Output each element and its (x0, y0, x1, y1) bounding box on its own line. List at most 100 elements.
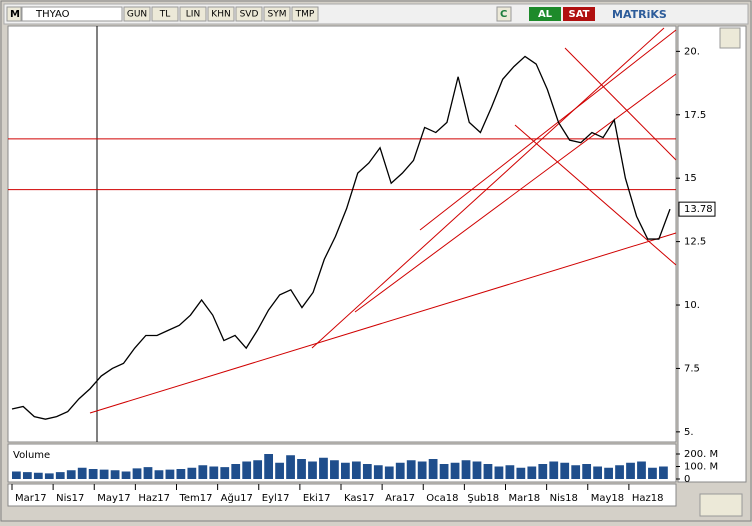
volume-bar (582, 464, 592, 479)
volume-bar (648, 467, 657, 479)
volume-bar (231, 464, 241, 479)
volume-bar (308, 461, 317, 479)
volume-bar (341, 462, 350, 479)
volume-bar (637, 461, 646, 479)
toolbar-items: M THYAO C AL SAT MATRiKS (6, 6, 667, 22)
volume-bar (154, 470, 164, 479)
trend-lines (89, 27, 677, 414)
x-tick-label: Nis18 (550, 493, 578, 504)
volume-bar (384, 466, 394, 479)
last-price-box (678, 201, 716, 217)
volume-bar (319, 457, 328, 479)
volume-bar (549, 461, 559, 479)
volume-bar (483, 464, 493, 479)
volume-bar (428, 459, 438, 479)
last-price: 13.78 (684, 204, 713, 215)
volume-bar (220, 467, 230, 479)
volume-label: Volume (13, 450, 50, 461)
volume-bar (22, 472, 32, 479)
y-tick-label: 5. (684, 427, 694, 438)
volume-bar (472, 461, 482, 479)
y-tick-label: 20. (684, 46, 700, 57)
sell-label: SAT (569, 9, 590, 20)
trend-line (354, 73, 677, 313)
toolbar-button[interactable] (179, 6, 207, 22)
volume-bar (12, 471, 21, 479)
volume-bar (132, 468, 142, 479)
toolbar-button[interactable] (123, 6, 151, 22)
volume-bar (55, 472, 65, 479)
trend-line (89, 232, 677, 414)
x-tick-label: Kas17 (344, 493, 374, 504)
toolbar-button-label: TL (159, 10, 171, 20)
symbol: THYAO (35, 9, 70, 20)
x-tick-label: Eki17 (303, 493, 331, 504)
logo-box (6, 6, 22, 22)
date-axis (7, 483, 677, 507)
toolbar-button-label: SYM (268, 10, 287, 20)
volume-bar (516, 467, 526, 479)
x-tick-label: May18 (591, 493, 624, 504)
x-tick-label: Ara17 (385, 493, 415, 504)
volume-tick-label: 0 (684, 474, 690, 485)
volume-bar (560, 462, 570, 479)
volume-bar (77, 467, 87, 479)
toolbar-button[interactable] (263, 6, 291, 22)
volume-bar (33, 472, 43, 479)
volume-bar (330, 460, 339, 479)
y-tick-label: 7.5 (684, 363, 700, 374)
x-tick-label: Ağu17 (221, 492, 253, 504)
volume-bar (527, 466, 537, 479)
volume-bar (373, 465, 383, 479)
side-button[interactable] (719, 27, 741, 49)
volume-bar (439, 464, 449, 479)
volume-bar (406, 460, 416, 479)
volume-bar (110, 470, 120, 479)
sync-button[interactable] (699, 493, 743, 517)
value-axis-panel (677, 25, 747, 483)
volume-bar (66, 470, 76, 479)
volume-bar (198, 465, 208, 479)
volume-bar (615, 465, 624, 479)
volume-bar (121, 471, 131, 479)
brand: MATRiKS (612, 8, 667, 21)
toolbar-button-label: KHN (211, 10, 230, 20)
price-panel (7, 25, 677, 443)
volume-bar (450, 462, 460, 479)
volume-bar (297, 459, 306, 479)
x-tick-label: May17 (97, 493, 130, 504)
volume-bar (571, 465, 581, 479)
volume-bar (242, 461, 252, 479)
toolbar-button[interactable] (151, 6, 179, 22)
y-tick-label: 17.5 (684, 110, 706, 121)
volume-tick-label: 100. M (684, 462, 718, 473)
trend-line (514, 124, 677, 266)
toolbar-button[interactable] (291, 6, 319, 22)
volume-bar (44, 473, 54, 479)
volume-bar (143, 467, 153, 479)
volume-bar (417, 461, 427, 479)
volume-bar (165, 469, 175, 479)
buy-button[interactable] (529, 7, 561, 21)
x-tick-label: Haz17 (138, 493, 170, 504)
x-tick-label: Haz18 (632, 493, 664, 504)
toolbar-button-label: TMP (295, 10, 315, 20)
volume-bar (286, 455, 295, 479)
volume-bar (351, 461, 361, 479)
x-tick-label: Nis17 (56, 493, 84, 504)
toolbar-button[interactable] (207, 6, 235, 22)
sell-button[interactable] (563, 7, 595, 21)
x-tick-label: Oca18 (426, 493, 458, 504)
volume-bar (626, 462, 635, 479)
x-tick-label: Eyl17 (262, 493, 290, 504)
refresh-button[interactable] (496, 6, 512, 22)
volume-bar (99, 469, 109, 479)
toolbar-button-label: GUN (127, 10, 147, 20)
symbol-box[interactable] (21, 6, 123, 22)
toolbar-button-label: SVD (240, 10, 259, 20)
y-tick-label: 10. (684, 300, 700, 311)
toolbar-button[interactable] (235, 6, 263, 22)
trend-line (564, 47, 677, 161)
